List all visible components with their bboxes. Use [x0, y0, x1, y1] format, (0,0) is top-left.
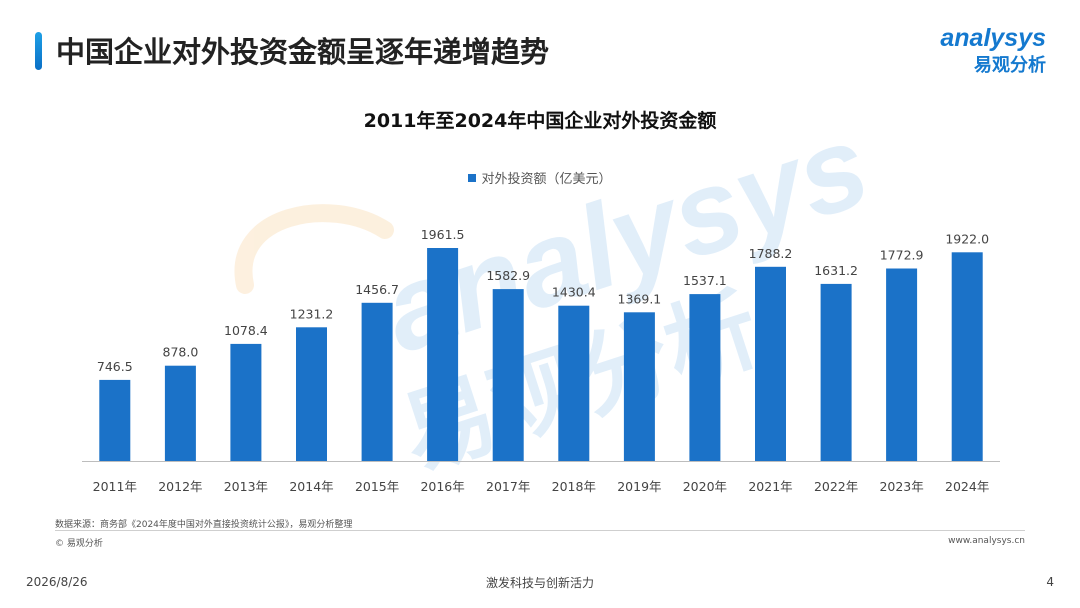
x-tick-label-2016年: 2016年 [420, 479, 464, 494]
data-label-2011年: 746.5 [97, 359, 133, 374]
bar-2013年 [230, 343, 262, 461]
x-tick-label-2018年: 2018年 [552, 479, 596, 494]
title-accent-bar [35, 32, 42, 70]
bar-2021年 [755, 266, 786, 461]
data-label-2016年: 1961.5 [421, 227, 465, 242]
data-label-2022年: 1631.2 [814, 263, 858, 278]
x-tick-label-2011年: 2011年 [93, 479, 137, 494]
page-title: 中国企业对外投资金额呈逐年递增趋势 [56, 35, 550, 69]
copyright-note: © 易观分析 [55, 539, 103, 549]
data-source-note: 数据来源：商务部《2024年度中国对外直接投资统计公报》，易观分析整理 [55, 520, 353, 530]
watermark-swoosh [234, 204, 394, 294]
bar-2024年 [951, 252, 983, 461]
data-label-2021年: 1788.2 [749, 246, 793, 261]
bar-2023年 [886, 268, 918, 461]
x-tick-label-2021年: 2021年 [748, 479, 792, 494]
x-tick-label-2020年: 2020年 [683, 479, 727, 494]
website-url: www.analysys.cn [948, 536, 1025, 546]
legend-swatch [468, 174, 477, 182]
data-label-2023年: 1772.9 [880, 248, 924, 263]
bar-2022年 [820, 283, 852, 461]
data-label-2024年: 1922.0 [945, 231, 989, 246]
bar-2016年 [427, 248, 459, 461]
x-tick-label-2012年: 2012年 [158, 479, 202, 494]
x-tick-label-2017年: 2017年 [486, 479, 530, 494]
data-label-2015年: 1456.7 [355, 282, 399, 297]
x-tick-label-2024年: 2024年 [945, 479, 989, 494]
brand-logo-text: analysys [940, 24, 1046, 52]
bar-2014年 [296, 327, 327, 461]
chart-title: 2011年至2024年中国企业对外投资金额 [363, 110, 717, 132]
slide-date: 2026/8/26 [26, 575, 88, 589]
x-tick-label-2013年: 2013年 [224, 479, 268, 494]
bar-2018年 [558, 305, 590, 461]
brand-cn-name: 易观分析 [974, 55, 1046, 76]
slide-slogan: 激发科技与创新活力 [485, 576, 594, 590]
page-number: 4 [1046, 575, 1054, 589]
bar-2011年 [99, 379, 131, 461]
data-label-2012年: 878.0 [163, 345, 199, 360]
data-label-2013年: 1078.4 [224, 323, 268, 338]
data-label-2014年: 1231.2 [290, 306, 334, 321]
data-label-2019年: 1369.1 [618, 291, 662, 306]
bar-2017年 [492, 289, 524, 461]
data-label-2017年: 1582.9 [486, 268, 530, 283]
footer-divider [55, 530, 1025, 531]
data-label-2020年: 1537.1 [683, 273, 727, 288]
x-tick-label-2014年: 2014年 [289, 479, 333, 494]
brand-logo: analysys 易观分析 [926, 24, 1046, 78]
x-tick-label-2019年: 2019年 [617, 479, 661, 494]
chart-legend: 对外投资额（亿美元） [0, 168, 1080, 187]
data-label-2018年: 1430.4 [552, 285, 596, 300]
x-tick-label-2022年: 2022年 [814, 479, 858, 494]
bar-2020年 [689, 294, 721, 461]
bar-2019年 [623, 312, 655, 461]
bar-2015年 [361, 302, 393, 461]
bar-2012年 [164, 365, 196, 461]
x-tick-label-2015年: 2015年 [355, 479, 399, 494]
x-tick-label-2023年: 2023年 [879, 479, 923, 494]
legend-label: 对外投资额（亿美元） [481, 172, 612, 187]
